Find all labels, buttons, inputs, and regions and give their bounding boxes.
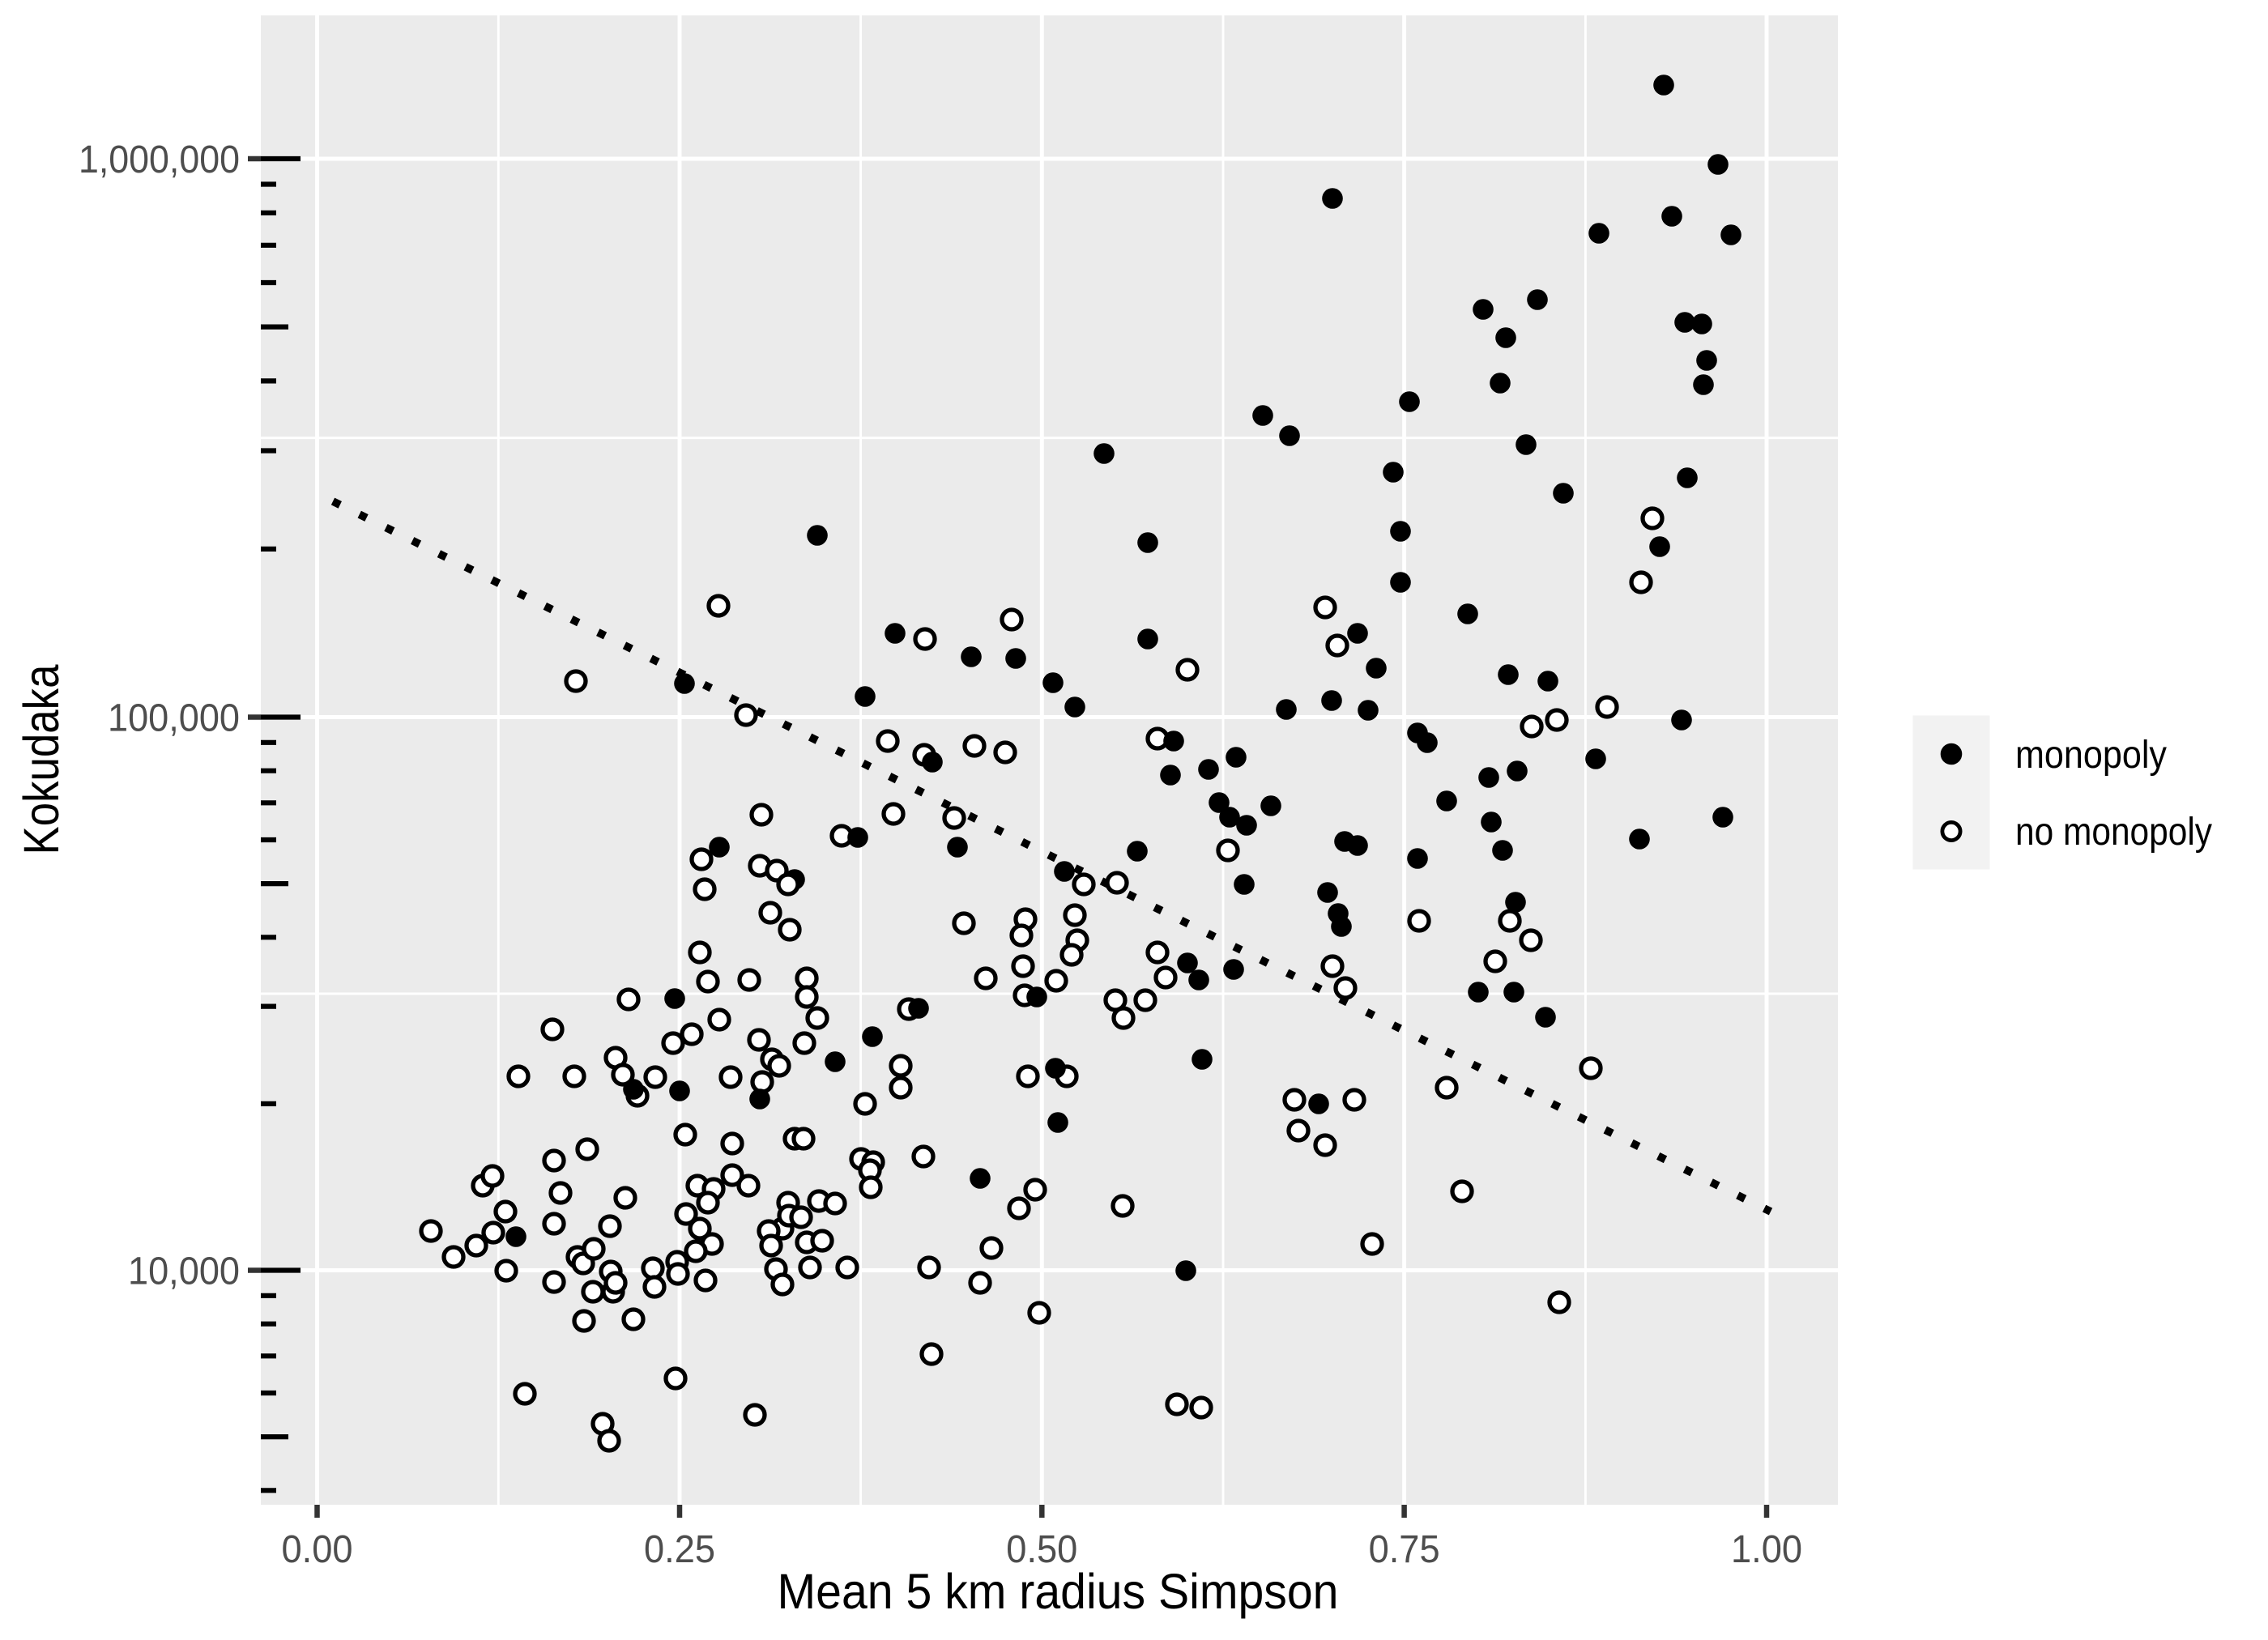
svg-text:1.00: 1.00 bbox=[1731, 1528, 1802, 1571]
svg-text:0.50: 0.50 bbox=[1006, 1528, 1077, 1571]
svg-text:monopoly: monopoly bbox=[2015, 734, 2167, 777]
svg-text:1,000,000: 1,000,000 bbox=[79, 138, 240, 181]
svg-text:0.25: 0.25 bbox=[644, 1528, 715, 1571]
svg-text:10,000: 10,000 bbox=[128, 1250, 240, 1293]
svg-text:Kokudaka: Kokudaka bbox=[14, 664, 69, 854]
svg-text:Mean 5 km radius Simpson: Mean 5 km radius Simpson bbox=[778, 1564, 1339, 1619]
svg-text:0.75: 0.75 bbox=[1369, 1528, 1440, 1571]
svg-text:no monopoly: no monopoly bbox=[2015, 811, 2212, 854]
svg-text:100,000: 100,000 bbox=[108, 697, 240, 740]
svg-text:0.00: 0.00 bbox=[282, 1528, 353, 1571]
